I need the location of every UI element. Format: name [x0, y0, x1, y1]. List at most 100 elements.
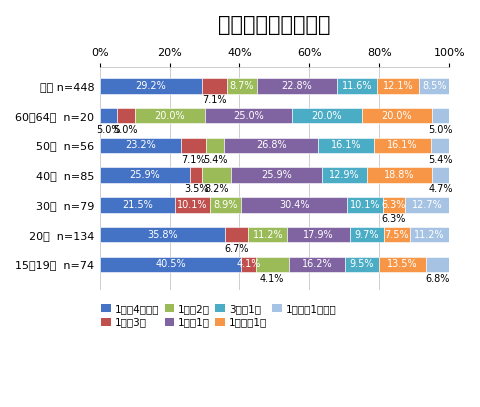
Text: 20.0%: 20.0%: [382, 111, 412, 121]
Bar: [241, 197, 348, 212]
Bar: [100, 78, 202, 94]
Bar: [318, 138, 374, 153]
Bar: [204, 108, 292, 123]
Text: 23.2%: 23.2%: [125, 140, 156, 151]
Bar: [231, 167, 322, 183]
Text: 6.8%: 6.8%: [425, 274, 450, 284]
Bar: [255, 256, 289, 272]
Text: 35.8%: 35.8%: [147, 230, 178, 240]
Text: 18.8%: 18.8%: [384, 170, 415, 180]
Bar: [203, 167, 231, 183]
Text: 12.9%: 12.9%: [329, 170, 360, 180]
Title: 年代別アクセス頻度: 年代別アクセス頻度: [218, 15, 331, 35]
Bar: [210, 197, 241, 212]
Bar: [175, 197, 210, 212]
Bar: [100, 197, 175, 212]
Text: 16.1%: 16.1%: [331, 140, 361, 151]
Text: 7.1%: 7.1%: [181, 155, 205, 165]
Bar: [405, 197, 449, 212]
Text: 7.1%: 7.1%: [202, 95, 227, 105]
Bar: [410, 227, 449, 242]
Text: 22.8%: 22.8%: [281, 81, 312, 91]
Bar: [248, 227, 288, 242]
Bar: [100, 227, 225, 242]
Bar: [100, 108, 117, 123]
Text: 10.1%: 10.1%: [350, 200, 380, 210]
Bar: [346, 256, 379, 272]
Text: 6.7%: 6.7%: [224, 244, 249, 254]
Text: 5.0%: 5.0%: [96, 125, 120, 135]
Text: 10.1%: 10.1%: [177, 200, 208, 210]
Text: 11.2%: 11.2%: [414, 230, 445, 240]
Text: 4.7%: 4.7%: [428, 184, 453, 195]
Bar: [100, 138, 181, 153]
Bar: [348, 197, 383, 212]
Bar: [432, 108, 449, 123]
Text: 6.3%: 6.3%: [382, 214, 406, 224]
Bar: [257, 78, 336, 94]
Text: 40.5%: 40.5%: [155, 259, 186, 269]
Bar: [241, 256, 255, 272]
Bar: [379, 256, 426, 272]
Bar: [431, 138, 450, 153]
Text: 20.0%: 20.0%: [154, 111, 185, 121]
Text: 25.9%: 25.9%: [130, 170, 160, 180]
Text: 12.1%: 12.1%: [383, 81, 414, 91]
Bar: [377, 78, 420, 94]
Text: 9.5%: 9.5%: [350, 259, 374, 269]
Bar: [432, 167, 449, 183]
Text: 17.9%: 17.9%: [303, 230, 334, 240]
Text: 9.7%: 9.7%: [355, 230, 379, 240]
Text: 5.0%: 5.0%: [114, 125, 138, 135]
Text: 16.1%: 16.1%: [387, 140, 418, 151]
Text: 5.4%: 5.4%: [428, 155, 452, 165]
Bar: [100, 167, 190, 183]
Bar: [225, 138, 318, 153]
Bar: [367, 167, 432, 183]
Text: 12.7%: 12.7%: [412, 200, 443, 210]
Text: 16.2%: 16.2%: [302, 259, 332, 269]
Text: 6.3%: 6.3%: [382, 200, 406, 210]
Bar: [100, 256, 241, 272]
Bar: [227, 78, 257, 94]
Bar: [181, 138, 205, 153]
Text: 8.5%: 8.5%: [422, 81, 446, 91]
Bar: [420, 78, 449, 94]
Text: 5.4%: 5.4%: [203, 155, 227, 165]
Text: 13.5%: 13.5%: [387, 259, 418, 269]
Text: 25.9%: 25.9%: [261, 170, 292, 180]
Bar: [362, 108, 432, 123]
Text: 7.5%: 7.5%: [384, 230, 409, 240]
Text: 8.9%: 8.9%: [214, 200, 238, 210]
Text: 4.1%: 4.1%: [236, 259, 261, 269]
Bar: [225, 227, 248, 242]
Bar: [288, 227, 350, 242]
Text: 29.2%: 29.2%: [135, 81, 166, 91]
Bar: [384, 227, 410, 242]
Bar: [383, 197, 405, 212]
Text: 26.8%: 26.8%: [256, 140, 287, 151]
Bar: [190, 167, 203, 183]
Text: 20.0%: 20.0%: [312, 111, 342, 121]
Text: 5.0%: 5.0%: [428, 125, 453, 135]
Bar: [205, 138, 225, 153]
Text: 8.7%: 8.7%: [229, 81, 254, 91]
Bar: [289, 256, 346, 272]
Bar: [117, 108, 134, 123]
Bar: [350, 227, 384, 242]
Text: 8.2%: 8.2%: [204, 184, 229, 195]
Legend: 1日に4回以上, 1日に3回, 1日に2回, 1日に1回, 3日に1回, 1週間に1回, 1か月に1回以下: 1日に4回以上, 1日に3回, 1日に2回, 1日に1回, 3日に1回, 1週間…: [101, 304, 336, 327]
Text: 21.5%: 21.5%: [122, 200, 153, 210]
Bar: [336, 78, 377, 94]
Bar: [322, 167, 367, 183]
Text: 11.6%: 11.6%: [342, 81, 372, 91]
Text: 3.5%: 3.5%: [184, 184, 209, 195]
Bar: [292, 108, 362, 123]
Text: 25.0%: 25.0%: [233, 111, 264, 121]
Text: 11.2%: 11.2%: [252, 230, 283, 240]
Bar: [202, 78, 227, 94]
Text: 30.4%: 30.4%: [279, 200, 310, 210]
Bar: [134, 108, 204, 123]
Bar: [426, 256, 450, 272]
Bar: [374, 138, 431, 153]
